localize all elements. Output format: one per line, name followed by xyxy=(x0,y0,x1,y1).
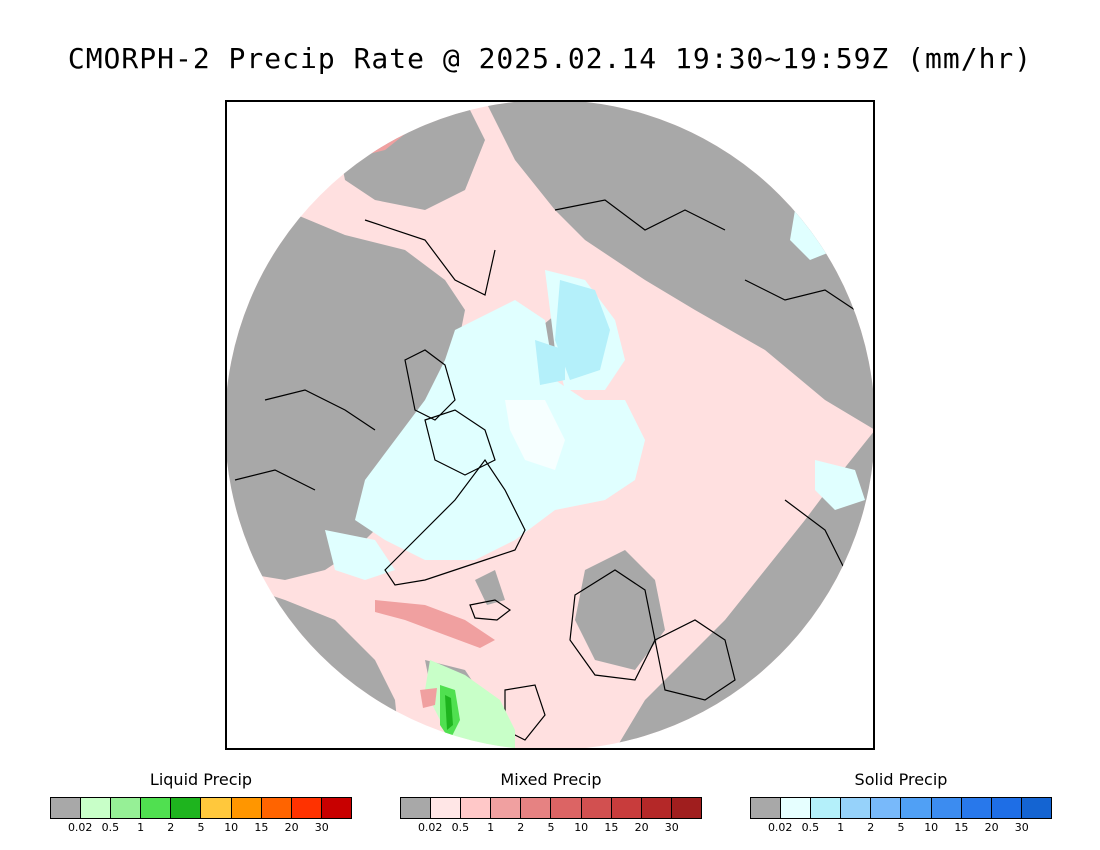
legend-tick-label: 5 xyxy=(897,821,905,834)
legend-tick-label: 15 xyxy=(954,821,969,834)
legend-liquid-ticks: 0.02 0.5 1 2 5 10 15 20 30 xyxy=(50,819,352,834)
legend-swatch xyxy=(171,798,202,818)
legend-tick-label: 5 xyxy=(197,821,205,834)
legend-swatch xyxy=(931,798,962,818)
legend-swatch xyxy=(671,798,701,818)
legend-swatch xyxy=(261,798,292,818)
solid-precip-moderate xyxy=(535,280,610,385)
legend-solid: Solid Precip 0.02 0.5 1 2 5 10 15 20 30 xyxy=(750,770,1052,834)
legend-swatch xyxy=(401,798,432,818)
legend-tick-label: 0.02 xyxy=(417,821,443,834)
legend-swatch xyxy=(51,798,82,818)
legend-swatch xyxy=(81,798,112,818)
legend-tick-label: 1 xyxy=(137,821,145,834)
legend-tick-label: 15 xyxy=(254,821,269,834)
legend-tick-label: 20 xyxy=(284,821,299,834)
legend-swatch xyxy=(611,798,642,818)
legend-tick-label: 2 xyxy=(517,821,525,834)
legend-tick-label: 30 xyxy=(664,821,679,834)
legend-tick-label: 0.5 xyxy=(801,821,820,834)
legend-swatch xyxy=(491,798,522,818)
legend-tick-label: 20 xyxy=(984,821,999,834)
legend-tick-label: 15 xyxy=(604,821,619,834)
legend-swatch xyxy=(431,798,462,818)
legend-tick-label: 1 xyxy=(487,821,495,834)
legend-tick-label: 0.02 xyxy=(67,821,93,834)
legend-swatch xyxy=(521,798,552,818)
legend-tick-label: 0.02 xyxy=(767,821,793,834)
legend-swatch xyxy=(961,798,992,818)
legend-swatch xyxy=(641,798,672,818)
legend-swatch xyxy=(871,798,902,818)
liquid-precip-area xyxy=(420,660,515,748)
legend-swatch xyxy=(841,798,872,818)
legend-tick-label: 20 xyxy=(634,821,649,834)
legend-tick-label: 1 xyxy=(837,821,845,834)
legend-tick-label: 2 xyxy=(167,821,175,834)
legend-liquid-bar xyxy=(50,797,352,819)
legend-swatch xyxy=(231,798,262,818)
legend-tick-label: 0.5 xyxy=(451,821,470,834)
legend-liquid: Liquid Precip 0.02 0.5 1 2 5 10 15 20 30 xyxy=(50,770,352,834)
solid-precip-white xyxy=(505,400,565,470)
legend-mixed-ticks: 0.02 0.5 1 2 5 10 15 20 30 xyxy=(400,819,702,834)
legend-swatch xyxy=(581,798,612,818)
polar-map-canvas xyxy=(227,102,873,748)
legend-tick-label: 10 xyxy=(924,821,939,834)
legend-tick-label: 10 xyxy=(574,821,589,834)
legend-solid-ticks: 0.02 0.5 1 2 5 10 15 20 30 xyxy=(750,819,1052,834)
legend-swatch xyxy=(811,798,842,818)
legend-tick-label: 0.5 xyxy=(101,821,120,834)
legend-swatch xyxy=(141,798,172,818)
legend-swatch xyxy=(201,798,232,818)
legend-swatch xyxy=(111,798,142,818)
polar-map xyxy=(225,100,875,750)
legend-tick-label: 30 xyxy=(314,821,329,834)
legend-tick-label: 10 xyxy=(224,821,239,834)
legend-solid-title: Solid Precip xyxy=(854,770,948,789)
legend-tick-label: 2 xyxy=(867,821,875,834)
legend-swatch xyxy=(291,798,322,818)
legend-swatch xyxy=(321,798,351,818)
legend-mixed-title: Mixed Precip xyxy=(500,770,602,789)
legend-swatch xyxy=(1021,798,1051,818)
legend-swatch xyxy=(781,798,812,818)
legend-swatch xyxy=(751,798,782,818)
legend-tick-label: 5 xyxy=(547,821,555,834)
legend-tick-label: 30 xyxy=(1014,821,1029,834)
legend-swatch xyxy=(991,798,1022,818)
legend-solid-bar xyxy=(750,797,1052,819)
legend-mixed: Mixed Precip 0.02 0.5 1 2 5 10 15 20 30 xyxy=(400,770,702,834)
legend-swatch xyxy=(461,798,492,818)
legend-mixed-bar xyxy=(400,797,702,819)
legend-swatch xyxy=(901,798,932,818)
map-title: CMORPH-2 Precip Rate @ 2025.02.14 19:30~… xyxy=(67,42,1033,75)
legend-liquid-title: Liquid Precip xyxy=(149,770,253,789)
legend-swatch xyxy=(551,798,582,818)
